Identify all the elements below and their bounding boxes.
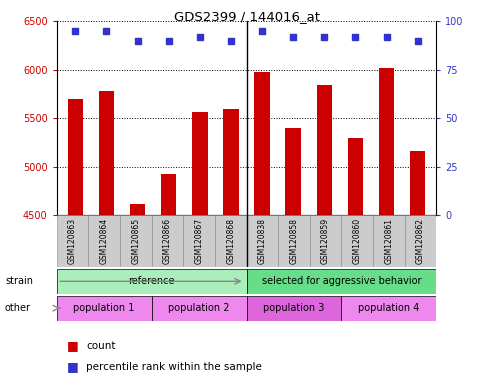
Bar [215,215,246,267]
Bar [310,215,341,267]
Bar [246,215,278,267]
Bar [192,112,208,215]
Text: GSM120859: GSM120859 [321,218,330,264]
Bar [57,215,88,267]
Text: GSM120858: GSM120858 [289,218,298,264]
Point [414,38,422,44]
Text: population 4: population 4 [358,303,420,313]
Bar [57,296,152,321]
Point [258,28,266,34]
Point [134,38,141,44]
Bar [278,215,310,267]
Bar [130,204,145,215]
Bar [410,151,425,215]
Point [103,28,110,34]
Bar [373,215,405,267]
Text: GSM120864: GSM120864 [100,218,108,264]
Bar [88,215,120,267]
Bar [57,269,246,294]
Point [383,33,390,40]
Text: ■: ■ [67,339,78,352]
Text: GSM120866: GSM120866 [163,218,172,264]
Text: GSM120838: GSM120838 [258,218,267,264]
Text: population 2: population 2 [168,303,230,313]
Bar [317,85,332,215]
Text: population 1: population 1 [73,303,135,313]
Bar [246,269,436,294]
Bar [285,128,301,215]
Bar [152,296,246,321]
Point [71,28,79,34]
Text: selected for aggressive behavior: selected for aggressive behavior [262,276,421,286]
Bar [99,91,114,215]
Bar [246,296,341,321]
Text: GSM120865: GSM120865 [131,218,141,264]
Bar [68,99,83,215]
Point [227,38,235,44]
Text: ■: ■ [67,360,78,373]
Point [289,33,297,40]
Text: GSM120861: GSM120861 [385,218,393,264]
Bar [379,68,394,215]
Text: other: other [5,303,31,313]
Text: count: count [86,341,116,351]
Text: GSM120867: GSM120867 [195,218,204,264]
Bar [341,296,436,321]
Bar [183,215,215,267]
Text: percentile rank within the sample: percentile rank within the sample [86,362,262,372]
Text: GSM120862: GSM120862 [416,218,425,264]
Text: GSM120863: GSM120863 [68,218,77,264]
Point [352,33,359,40]
Bar [161,174,176,215]
Text: GDS2399 / 144016_at: GDS2399 / 144016_at [174,10,319,23]
Point [165,38,173,44]
Text: GSM120860: GSM120860 [352,218,362,264]
Bar [348,139,363,215]
Point [320,33,328,40]
Text: population 3: population 3 [263,303,324,313]
Text: strain: strain [5,276,33,286]
Bar [120,215,152,267]
Bar [341,215,373,267]
Bar [254,72,270,215]
Text: GSM120868: GSM120868 [226,218,235,264]
Point [196,33,204,40]
Bar [152,215,183,267]
Text: reference: reference [128,276,175,286]
Bar [223,109,239,215]
Bar [405,215,436,267]
